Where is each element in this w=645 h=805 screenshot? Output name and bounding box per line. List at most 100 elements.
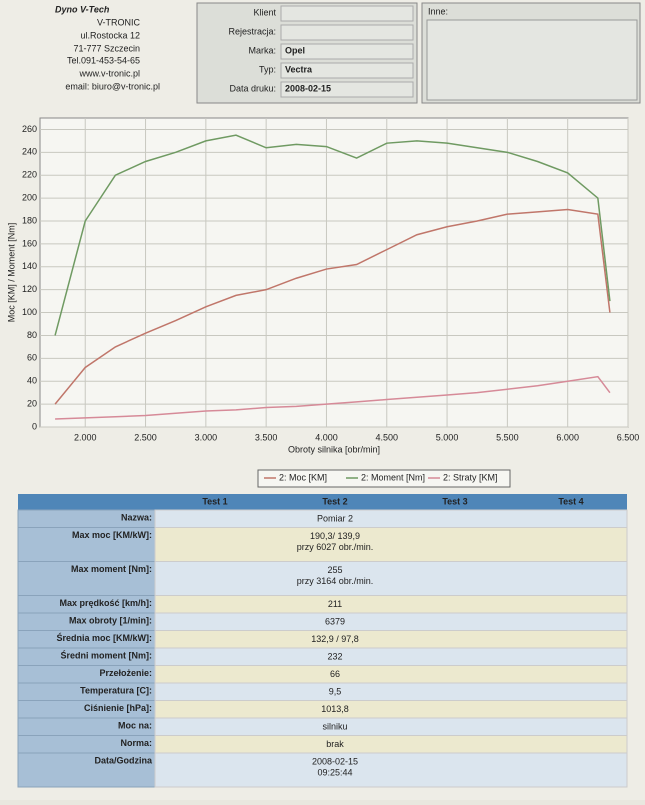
y-tick-label: 120: [22, 284, 37, 294]
form-label: Typ:: [259, 64, 276, 74]
other-label: Inne:: [428, 6, 448, 16]
plot-area: [39, 117, 629, 428]
row-label: Data/Godzina: [94, 755, 153, 765]
cell-value: przy 6027 obr./min.: [297, 542, 374, 552]
header-cell: Test 4: [558, 496, 583, 506]
value-row: [154, 527, 628, 562]
cell-value: 211: [328, 599, 342, 609]
value-row: [154, 752, 628, 788]
form-label: Data druku:: [229, 83, 276, 93]
legend: [257, 469, 511, 488]
value-row: [154, 647, 628, 666]
y-tick-label: 100: [22, 307, 37, 317]
row-label: Max obroty [1/min]:: [69, 615, 152, 625]
row-label: Średni moment [Nm]:: [60, 649, 152, 660]
x-tick-label: 3.000: [195, 432, 218, 442]
row-label: Max moc [KM/kW]:: [72, 530, 152, 540]
y-tick-label: 180: [22, 215, 37, 225]
form-field: [280, 62, 414, 79]
x-tick-label: 3.500: [255, 432, 278, 442]
street: ul.Rostocka 12: [80, 30, 140, 40]
web: www.v-tronic.pl: [78, 68, 140, 78]
x-tick-label: 4.500: [376, 432, 399, 442]
form-field: [280, 43, 414, 60]
y-tick-label: 260: [22, 124, 37, 134]
series-line: [54, 134, 611, 336]
value-row: [154, 561, 628, 596]
y-tick-label: 220: [22, 170, 37, 180]
row-label: Moc na:: [118, 720, 152, 730]
legend-label: 2: Moc [KM]: [279, 472, 327, 482]
cell-value: przy 3164 obr./min.: [297, 576, 374, 586]
cell-value: Pomiar 2: [317, 513, 353, 523]
header-cell: Test 1: [202, 496, 227, 506]
y-axis-label: Moc [KM] / Moment [Nm]: [6, 223, 16, 323]
series-line: [55, 375, 611, 420]
value-row: [154, 509, 628, 528]
y-tick-label: 80: [27, 330, 37, 340]
header-cell: Test 2: [322, 496, 347, 506]
x-tick-label: 2.000: [74, 432, 97, 442]
cell-value: 9,5: [329, 686, 342, 696]
city: 71-777 Szczecin: [73, 43, 140, 53]
form-field: [280, 24, 414, 41]
y-tick-label: 200: [22, 192, 37, 202]
value-row: [154, 735, 628, 754]
company-name: V-TRONIC: [97, 17, 141, 27]
header-cell: Test 3: [442, 496, 467, 506]
phone: Tel.091-453-54-65: [67, 55, 140, 65]
form-value: Opel: [285, 45, 305, 55]
form-label: Klient: [253, 7, 276, 17]
value-row: [154, 682, 628, 701]
form-field: [280, 5, 414, 22]
x-tick-label: 5.500: [496, 432, 519, 442]
header-row: [18, 494, 627, 510]
label-cell: [17, 527, 156, 562]
y-tick-label: 140: [22, 261, 37, 271]
chart: 0 20 40 60 80 100 120 140 160 180 200 220 240 260 2.00…: [6, 118, 640, 488]
row-label: Temperatura [C]:: [80, 685, 152, 695]
y-tick-label: 160: [22, 238, 37, 248]
value-row: [154, 595, 628, 614]
label-cell: [17, 561, 156, 596]
cell-value: 232: [327, 651, 342, 661]
cell-value: 6379: [325, 616, 345, 626]
x-tick-label: 6.000: [556, 432, 579, 442]
cell-value: 132,9 / 97,8: [311, 634, 359, 644]
x-tick-label: 6.500: [617, 432, 640, 442]
form-label: Marka:: [248, 45, 276, 55]
form-label: Rejestracja:: [228, 26, 276, 36]
form-value: 2008-02-15: [285, 83, 331, 93]
brand: Dyno V-Tech: [55, 4, 110, 14]
x-tick-label: 4.000: [315, 432, 338, 442]
cell-value: 09:25:44: [317, 767, 352, 777]
row-label: Max moment [Nm]:: [71, 564, 152, 574]
cell-value: 1013,8: [321, 704, 349, 714]
cell-value: silniku: [322, 721, 347, 731]
cell-value: brak: [326, 739, 344, 749]
y-tick-label: 60: [27, 353, 37, 363]
label-cell: [17, 752, 156, 788]
email: email: biuro@v-tronic.pl: [65, 81, 160, 91]
y-tick-label: 240: [22, 147, 37, 157]
form: Klient Rejestracja: Marka: Opel Typ: Vectra Da…: [228, 5, 414, 98]
row-label: Nazwa:: [121, 512, 152, 522]
series-line: [54, 208, 611, 405]
y-tick-label: 20: [27, 398, 37, 408]
legend-label: 2: Straty [KM]: [443, 472, 498, 482]
value-row: [154, 700, 628, 719]
value-row: [154, 612, 628, 631]
x-axis-label: Obroty silnika [obr/min]: [288, 444, 380, 454]
cell-value: 190,3/ 139,9: [310, 531, 360, 541]
y-tick-label: 40: [27, 376, 37, 386]
x-tick-label: 5.000: [436, 432, 459, 442]
value-row: [154, 717, 628, 736]
form-field: [280, 81, 414, 98]
cell-value: 2008-02-15: [312, 756, 358, 766]
cell-value: 66: [330, 669, 340, 679]
y-tick-label: 0: [32, 421, 37, 431]
legend-label: 2: Moment [Nm]: [361, 472, 425, 482]
row-label: Max prędkość [km/h]:: [59, 598, 152, 608]
